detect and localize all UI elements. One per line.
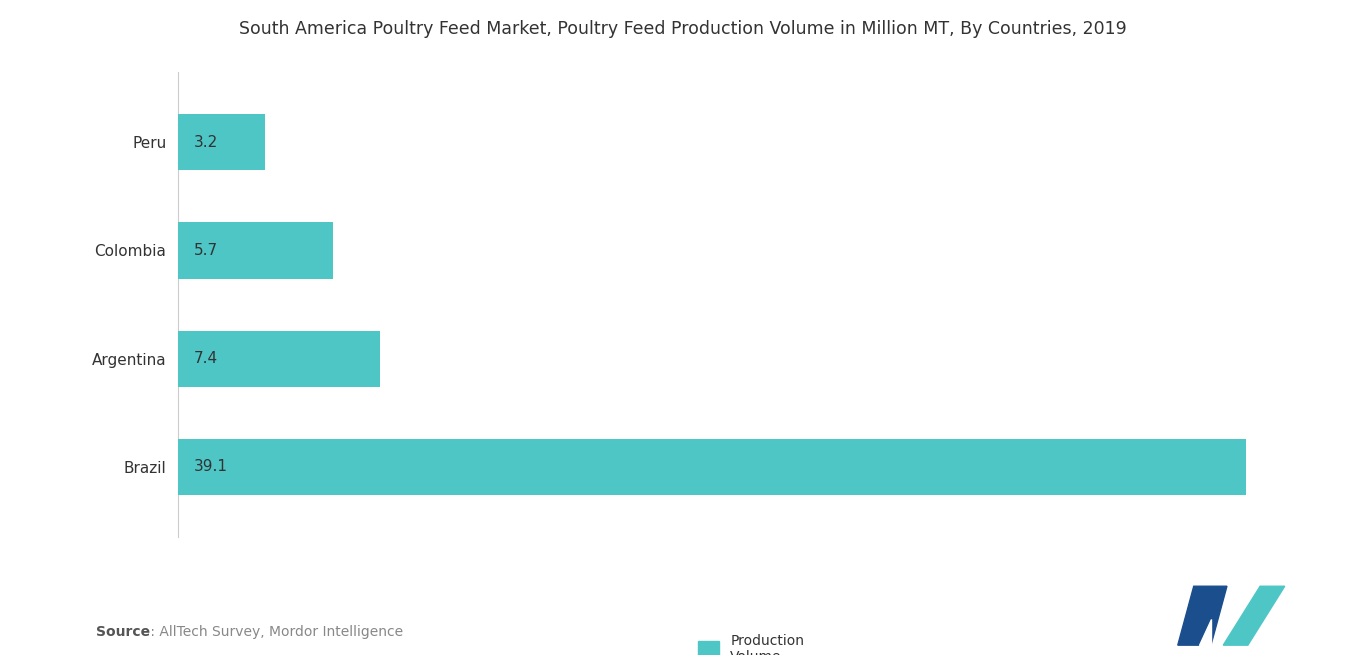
- Text: 7.4: 7.4: [194, 351, 219, 366]
- Text: South America Poultry Feed Market, Poultry Feed Production Volume in Million MT,: South America Poultry Feed Market, Poult…: [239, 20, 1127, 37]
- Text: 3.2: 3.2: [194, 135, 219, 150]
- Text: 5.7: 5.7: [194, 243, 219, 258]
- Bar: [178, 223, 333, 278]
- Text: 39.1: 39.1: [194, 459, 228, 474]
- Polygon shape: [1224, 586, 1284, 645]
- Text: : AllTech Survey, Mordor Intelligence: : AllTech Survey, Mordor Intelligence: [146, 625, 403, 639]
- Bar: [178, 331, 380, 386]
- Polygon shape: [1177, 586, 1227, 645]
- Bar: [178, 439, 1246, 495]
- Legend: Production
Volume: Production Volume: [693, 628, 810, 655]
- Polygon shape: [1199, 619, 1212, 645]
- Bar: [178, 114, 265, 170]
- Text: Source: Source: [96, 625, 150, 639]
